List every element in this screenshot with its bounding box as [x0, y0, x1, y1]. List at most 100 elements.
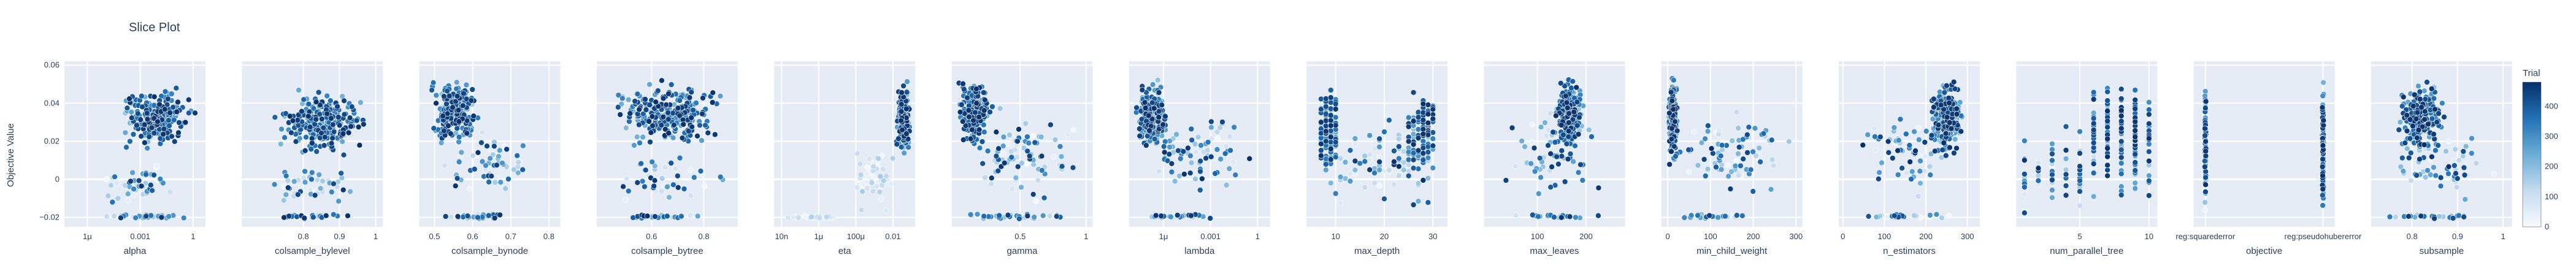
data-point [1907, 159, 1913, 165]
data-point [347, 188, 353, 195]
data-point [1352, 136, 1359, 142]
data-point [1038, 153, 1045, 159]
data-point [1668, 136, 1675, 142]
data-point [171, 139, 178, 145]
data-point [2063, 183, 2069, 189]
data-point [2035, 165, 2042, 172]
data-point [1051, 153, 1057, 160]
data-point [1563, 93, 1569, 99]
data-point [1415, 166, 1422, 172]
data-point [299, 108, 305, 115]
x-tick-label: 1μ [83, 232, 92, 241]
data-point [816, 215, 823, 221]
data-point [652, 162, 658, 169]
data-point [636, 121, 642, 128]
data-point [321, 134, 328, 140]
data-point [144, 145, 150, 151]
data-point [1944, 82, 1950, 89]
data-point [453, 79, 460, 86]
data-point [905, 144, 911, 150]
data-point [502, 185, 508, 192]
data-point [1567, 151, 1574, 157]
data-point [1231, 124, 1237, 131]
data-point [1054, 213, 1060, 220]
data-point [1396, 155, 1402, 162]
data-point [2132, 185, 2138, 192]
data-point [1159, 102, 1165, 109]
data-point [2437, 174, 2444, 181]
data-point [1396, 136, 1402, 142]
data-point [2320, 202, 2326, 208]
data-point [1410, 156, 1417, 163]
data-point [433, 100, 439, 107]
data-point [1016, 215, 1022, 222]
data-point [1396, 172, 1402, 179]
data-point [2146, 178, 2152, 184]
data-point [1674, 128, 1681, 134]
data-point [665, 130, 672, 136]
data-point [2132, 180, 2138, 186]
data-point [1560, 132, 1566, 138]
x-axis-title-colsample_bytree: colsample_bytree [631, 246, 703, 256]
data-point [1347, 178, 1354, 185]
data-point [1558, 153, 1565, 159]
data-point [1410, 202, 1417, 208]
data-point [697, 168, 704, 174]
data-point [1318, 147, 1324, 153]
data-point [2453, 170, 2459, 177]
data-point [149, 187, 155, 194]
data-point [1768, 186, 1774, 193]
data-point [1048, 121, 1054, 128]
data-point [1152, 212, 1159, 219]
data-point [2146, 120, 2152, 127]
data-point [688, 89, 694, 96]
data-point [1547, 150, 1554, 157]
data-point [904, 78, 910, 85]
x-tick-label: 200 [1747, 232, 1760, 241]
x-tick-label: 200 [1919, 232, 1933, 241]
data-point [2422, 174, 2429, 180]
panel-background [2193, 61, 2335, 227]
data-point [638, 160, 644, 167]
data-point [1899, 165, 1905, 172]
data-point [1722, 213, 1728, 220]
data-point [1025, 140, 1032, 147]
data-point [2118, 138, 2125, 145]
y-axis-title: Objective Value [6, 123, 16, 187]
data-point [2463, 143, 2469, 150]
data-point [2202, 188, 2209, 195]
data-point [993, 153, 1000, 159]
data-point [345, 129, 352, 136]
data-point [690, 107, 696, 113]
x-tick-label: 5 [2077, 232, 2082, 241]
data-point [2456, 212, 2462, 219]
data-point [651, 177, 658, 184]
data-point [958, 102, 965, 108]
data-point [653, 99, 659, 105]
data-point [1575, 131, 1582, 137]
data-point [2414, 135, 2420, 141]
data-point [2453, 184, 2460, 191]
data-point [139, 104, 145, 110]
data-point [1904, 170, 1910, 176]
data-point [1052, 137, 1059, 143]
data-point [1016, 126, 1022, 132]
data-point [1912, 148, 1919, 154]
data-point [1059, 163, 1065, 170]
data-point [663, 102, 669, 108]
data-point [1420, 117, 1427, 123]
data-point [883, 173, 889, 180]
data-point [2404, 128, 2410, 134]
data-point [2022, 184, 2028, 190]
data-point [1230, 159, 1236, 166]
data-point [324, 110, 331, 117]
data-point [900, 83, 907, 89]
data-point [336, 122, 343, 129]
x-tick-label: reg:squarederror [2175, 232, 2235, 241]
data-point [1573, 214, 1579, 221]
data-point [1328, 156, 1334, 162]
data-point [108, 182, 114, 189]
data-point [668, 160, 674, 166]
data-point [2202, 207, 2209, 213]
